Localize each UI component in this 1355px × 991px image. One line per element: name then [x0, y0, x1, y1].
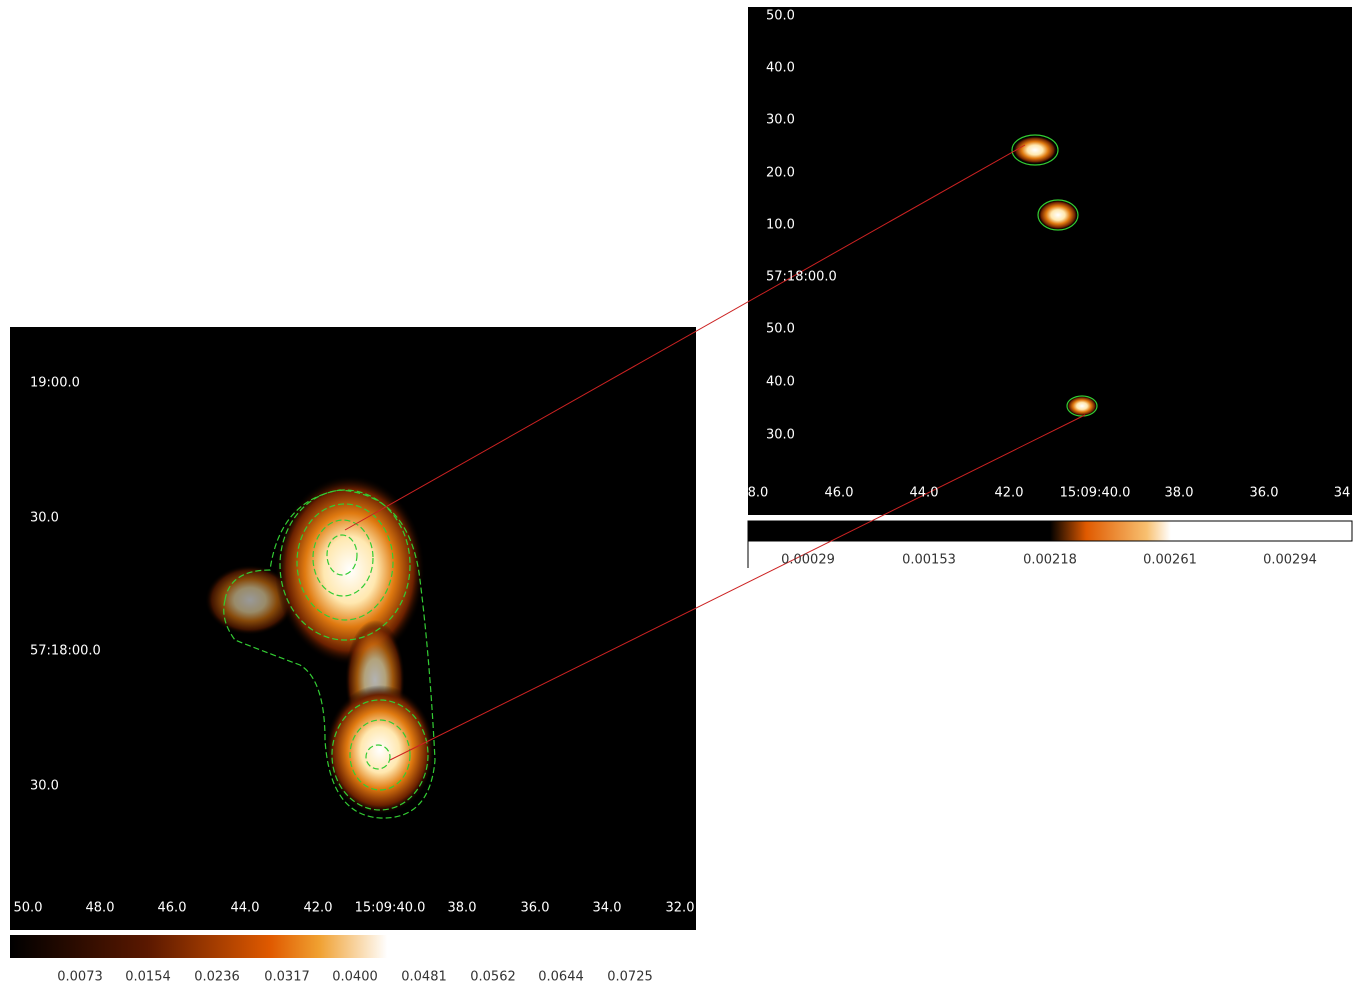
x-tick-label: 42.0: [995, 486, 1024, 501]
left-colorbar: [10, 935, 696, 958]
blob: [1013, 136, 1057, 164]
y-tick-label: 40.0: [766, 375, 795, 390]
x-tick-label: 42.0: [304, 901, 333, 916]
y-tick-label: 50.0: [766, 322, 795, 337]
x-tick-label: 32.0: [666, 901, 695, 916]
y-tick-label: 30.0: [30, 779, 59, 794]
colorbar-label: 0.0725: [607, 970, 653, 985]
x-tick-label: 34: [1334, 486, 1351, 501]
colorbar-label: 0.0073: [57, 970, 103, 985]
colorbar-label: 0.0236: [194, 970, 240, 985]
blob: [325, 685, 435, 815]
x-tick-label: 48.0: [86, 901, 115, 916]
x-tick-label: 8.0: [748, 486, 769, 501]
y-tick-label: 30.0: [766, 428, 795, 443]
x-tick-label: 34.0: [593, 901, 622, 916]
x-tick-label: 38.0: [448, 901, 477, 916]
colorbar-label: 0.00294: [1263, 553, 1317, 568]
y-tick-label: 19:00.0: [30, 376, 80, 391]
figure: 19:00.0 30.0 57:18:00.0 30.0 50.0 48.0 46.0 44.…: [0, 0, 1355, 987]
x-tick-label: 46.0: [825, 486, 854, 501]
x-tick-label: 44.0: [231, 901, 260, 916]
y-tick-label: 10.0: [766, 218, 795, 233]
x-tick-label: 15:09:40.0: [355, 901, 426, 916]
colorbar-label: 0.0154: [125, 970, 171, 985]
y-tick-label: 40.0: [766, 61, 795, 76]
colorbar-label: 0.0400: [332, 970, 378, 985]
y-tick-label: 20.0: [766, 166, 795, 181]
y-tick-label: 50.0: [766, 9, 795, 24]
right-colorbar: [748, 521, 1352, 541]
colorbar-label: 0.00261: [1143, 553, 1197, 568]
colorbar-label: 0.0481: [401, 970, 447, 985]
y-tick-label: 57:18:00.0: [766, 270, 837, 285]
x-tick-label: 46.0: [158, 901, 187, 916]
colorbar-label: 0.0562: [470, 970, 516, 985]
x-tick-label: 36.0: [1250, 486, 1279, 501]
colorbar-label: 0.00029: [781, 553, 835, 568]
y-tick-label: 30.0: [766, 113, 795, 128]
x-tick-label: 36.0: [521, 901, 550, 916]
y-tick-label: 30.0: [30, 511, 59, 526]
x-tick-label: 15:09:40.0: [1060, 486, 1131, 501]
x-tick-label: 50.0: [14, 901, 43, 916]
x-tick-label: 38.0: [1165, 486, 1194, 501]
right-image: [748, 7, 1352, 515]
colorbar-label: 0.0317: [264, 970, 310, 985]
colorbar-label: 0.00153: [902, 553, 956, 568]
colorbar-label: 0.0644: [538, 970, 584, 985]
y-tick-label: 57:18:00.0: [30, 644, 101, 659]
x-tick-label: 44.0: [910, 486, 939, 501]
colorbar-label: 0.00218: [1023, 553, 1077, 568]
